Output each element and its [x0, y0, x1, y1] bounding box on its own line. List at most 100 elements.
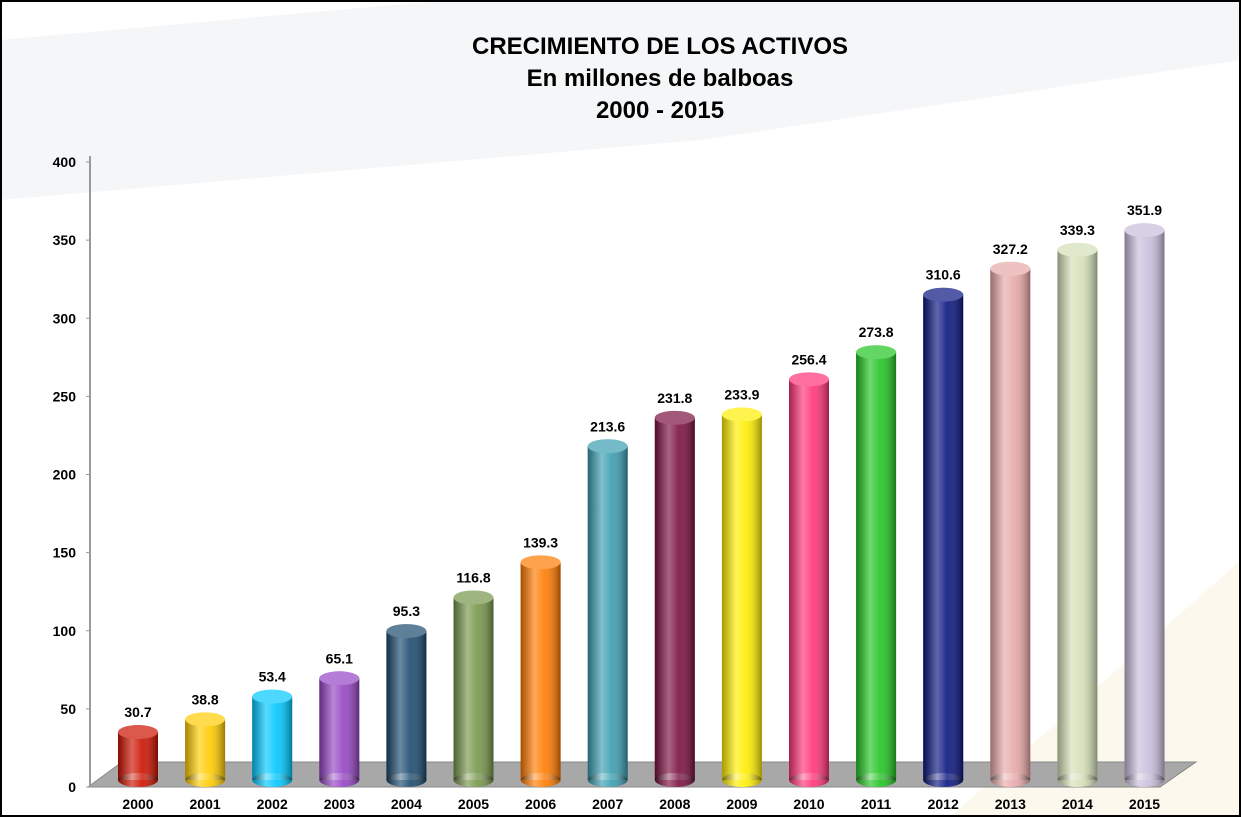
bar-base-shade	[1124, 773, 1165, 787]
value-label: 95.3	[393, 603, 420, 619]
x-tick-label: 2002	[257, 796, 288, 812]
x-tick-label: 2006	[525, 796, 556, 812]
bar-top-highlight	[1124, 223, 1165, 238]
bar-shade	[721, 414, 762, 780]
y-tick-label: 0	[68, 779, 76, 795]
value-label: 256.4	[791, 351, 826, 367]
y-tick-label: 200	[53, 467, 77, 483]
bar-shade	[453, 597, 494, 780]
bar-shade	[185, 719, 226, 780]
bar-top-highlight	[923, 287, 964, 302]
bar-shade	[789, 379, 829, 780]
y-tick-label: 350	[53, 232, 77, 248]
bar-top	[587, 439, 628, 454]
bar-shade	[252, 696, 293, 780]
bar-top-highlight	[252, 689, 293, 704]
bar-base-shade	[721, 773, 762, 787]
x-tick-label: 2012	[928, 796, 959, 812]
bar-top	[252, 689, 293, 704]
value-label: 53.4	[259, 669, 286, 685]
bar-top	[386, 624, 427, 639]
x-tick-label: 2010	[793, 796, 824, 812]
bar-top	[520, 555, 561, 570]
bar-top-highlight	[386, 624, 427, 639]
bar-top	[1124, 223, 1165, 238]
bar-base-shade	[654, 773, 695, 787]
bar-shade	[1057, 249, 1098, 780]
bar-shade	[386, 631, 427, 780]
bar-shade	[990, 268, 1031, 780]
bar-top	[453, 590, 494, 605]
bar-top-highlight	[319, 671, 360, 686]
x-tick-label: 2008	[659, 796, 690, 812]
value-label: 65.1	[326, 650, 353, 666]
bar-top-highlight	[990, 261, 1031, 276]
bar-shade	[1124, 230, 1165, 780]
chart-title: CRECIMIENTO DE LOS ACTIVOS	[472, 33, 848, 60]
bar-top	[721, 407, 762, 422]
value-label: 30.7	[124, 704, 151, 720]
y-tick-label: 50	[60, 701, 76, 717]
x-tick-label: 2014	[1062, 796, 1093, 812]
bar-base-shade	[386, 773, 427, 787]
bar-shade	[520, 562, 561, 780]
bar-base-shade	[453, 773, 494, 787]
value-label: 351.9	[1127, 202, 1162, 218]
bar-top	[990, 261, 1031, 276]
bar-shade	[923, 294, 964, 780]
bar-top	[923, 287, 964, 302]
x-tick-label: 2007	[592, 796, 623, 812]
y-tick-label: 100	[53, 623, 77, 639]
floor	[86, 761, 1198, 788]
x-tick-label: 2003	[324, 796, 355, 812]
bar-base-shade	[923, 773, 964, 787]
chart-subtitle: 2000 - 2015	[596, 97, 724, 124]
y-tick-label: 300	[53, 310, 77, 326]
bar-base-shade	[1057, 773, 1098, 787]
bar-top-highlight	[453, 590, 494, 605]
value-label: 273.8	[859, 324, 894, 340]
bar-shade	[856, 352, 897, 780]
y-tick-label: 250	[53, 388, 77, 404]
x-tick-label: 2005	[458, 796, 489, 812]
bar-base-shade	[990, 773, 1031, 787]
bar-top	[654, 410, 695, 425]
background-shape	[0, 0, 1241, 200]
bar-top-highlight	[856, 345, 897, 360]
bar-top-highlight	[1057, 242, 1098, 257]
y-tick-label: 400	[53, 154, 77, 170]
x-tick-label: 2000	[122, 796, 153, 812]
bar-top-highlight	[185, 712, 226, 727]
bar-top-highlight	[654, 410, 695, 425]
bar-top	[319, 671, 360, 686]
bar-base-shade	[856, 773, 897, 787]
x-tick-label: 2011	[861, 796, 892, 812]
value-label: 213.6	[590, 418, 625, 434]
y-tick-label: 150	[53, 545, 77, 561]
bar-top	[185, 712, 226, 727]
value-label: 139.3	[523, 534, 558, 550]
value-label: 116.8	[456, 570, 490, 586]
bar-top-highlight	[520, 555, 561, 570]
bar-shade	[118, 732, 158, 780]
bar-top-highlight	[118, 725, 158, 740]
bar-base-shade	[185, 773, 226, 787]
x-tick-label: 2004	[391, 796, 422, 812]
bar-base-shade	[789, 773, 829, 787]
bar-shade	[654, 417, 695, 780]
bar-shade	[319, 678, 360, 780]
value-label: 38.8	[191, 691, 218, 707]
x-tick-label: 2001	[190, 796, 221, 812]
bar-base-shade	[118, 773, 158, 787]
bar-top	[789, 372, 829, 387]
bar-top-highlight	[721, 407, 762, 422]
value-label: 231.8	[657, 390, 692, 406]
bar-shade	[587, 446, 628, 780]
value-label: 310.6	[926, 267, 961, 283]
x-tick-label: 2013	[995, 796, 1026, 812]
bar-top	[856, 345, 897, 360]
bar-top-highlight	[587, 439, 628, 454]
bar-top-highlight	[789, 372, 829, 387]
